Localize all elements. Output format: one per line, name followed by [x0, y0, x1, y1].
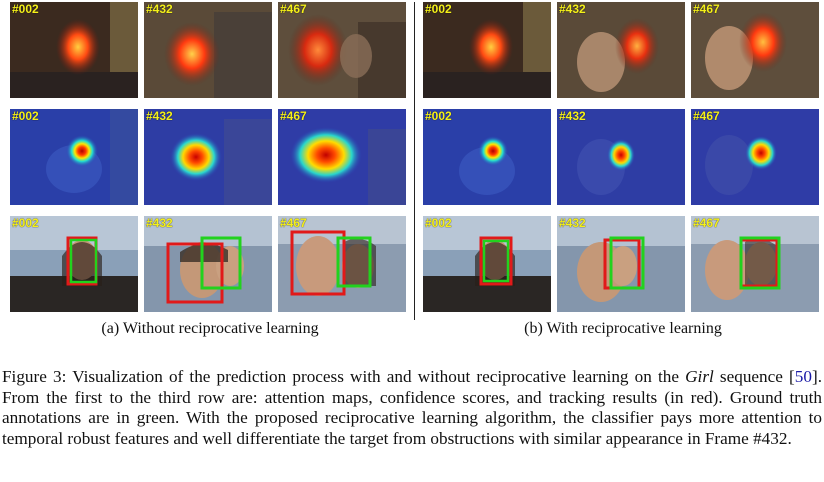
figure-caption: Figure 3: Visualization of the predictio…: [2, 367, 822, 449]
confidence-map-image: [423, 109, 551, 205]
attention-map-image: [278, 2, 406, 98]
attention-map-cell: #002: [423, 2, 551, 98]
tracking-box: [166, 242, 224, 304]
frame-number-label: #002: [12, 216, 39, 230]
attention-map-image: [423, 2, 551, 98]
frame-number-label: #432: [146, 216, 173, 230]
subcaption-a: (a) Without reciprocative learning: [101, 320, 319, 337]
confidence-map-cell: #432: [557, 109, 685, 205]
citation-link[interactable]: 50: [794, 367, 812, 386]
attention-map-cell: #432: [557, 2, 685, 98]
panel-divider: [414, 2, 415, 320]
tracking-result-cell: #002: [423, 216, 551, 312]
caption-text: ]. From the first to the third row are: …: [2, 367, 822, 448]
confidence-map-cell: #467: [278, 109, 406, 205]
frame-number-label: #432: [559, 2, 586, 16]
frame-number-label: #467: [693, 109, 720, 123]
confidence-map-image: [691, 109, 819, 205]
frame-number-label: #432: [146, 109, 173, 123]
tracking-result-image: [691, 216, 819, 312]
attention-map-image: [10, 2, 138, 98]
tracking-result-image: [144, 216, 272, 312]
tracking-result-cell: #432: [557, 216, 685, 312]
tracking-result-cell: #432: [144, 216, 272, 312]
sequence-name: Girl: [685, 367, 714, 386]
ground-truth-box: [482, 239, 510, 283]
attention-map-cell: #432: [144, 2, 272, 98]
frame-number-label: #002: [425, 109, 452, 123]
confidence-map-image: [10, 109, 138, 205]
confidence-map-image: [144, 109, 272, 205]
frame-number-label: #432: [559, 216, 586, 230]
ground-truth-box: [336, 236, 372, 288]
frame-number-label: #432: [146, 2, 173, 16]
tracking-result-image: [423, 216, 551, 312]
frame-number-label: #467: [693, 216, 720, 230]
frame-number-label: #467: [280, 216, 307, 230]
tracking-result-image: [10, 216, 138, 312]
confidence-map-image: [557, 109, 685, 205]
caption-text: sequence [: [713, 367, 795, 386]
frame-number-label: #002: [12, 109, 39, 123]
subcaption-b: (b) With reciprocative learning: [524, 320, 722, 337]
ground-truth-box: [739, 236, 781, 290]
tracking-result-image: [557, 216, 685, 312]
caption-text: Figure 3: Visualization of the predictio…: [2, 367, 686, 386]
tracking-result-cell: #467: [278, 216, 406, 312]
tracking-box: [479, 236, 513, 286]
confidence-map-cell: #002: [423, 109, 551, 205]
frame-number-label: #467: [693, 2, 720, 16]
frame-number-label: #467: [280, 2, 307, 16]
attention-map-cell: #467: [691, 2, 819, 98]
frame-number-label: #432: [559, 109, 586, 123]
attention-map-cell: #467: [278, 2, 406, 98]
attention-map-cell: #002: [10, 2, 138, 98]
tracking-box: [290, 230, 346, 296]
frame-number-label: #002: [12, 2, 39, 16]
ground-truth-box: [69, 238, 98, 284]
attention-map-image: [144, 2, 272, 98]
confidence-map-image: [278, 109, 406, 205]
frame-number-label: #467: [280, 109, 307, 123]
confidence-map-cell: #467: [691, 109, 819, 205]
ground-truth-box: [200, 236, 242, 290]
tracking-result-cell: #002: [10, 216, 138, 312]
frame-number-label: #002: [425, 2, 452, 16]
tracking-result-image: [278, 216, 406, 312]
frame-number-label: #002: [425, 216, 452, 230]
confidence-map-cell: #002: [10, 109, 138, 205]
confidence-map-cell: #432: [144, 109, 272, 205]
tracking-result-cell: #467: [691, 216, 819, 312]
attention-map-image: [557, 2, 685, 98]
attention-map-image: [691, 2, 819, 98]
ground-truth-box: [609, 236, 645, 290]
